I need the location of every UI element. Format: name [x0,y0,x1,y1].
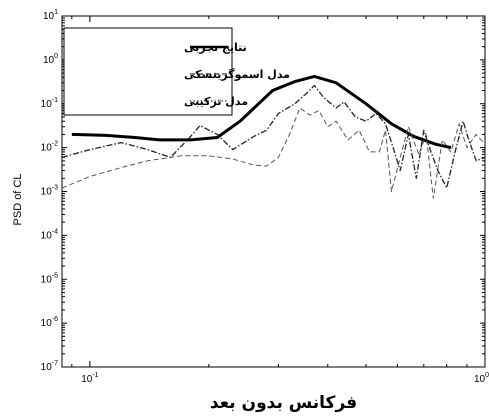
x-axis-ticks: 10-1 100 [71,16,489,385]
series-layer [61,74,486,199]
legend-label-0: نتایج تجربی [184,41,247,54]
y-axis-title: PSD of CL [12,174,24,226]
x-tick-label: 10-1 [81,372,98,385]
y-tick-label: 10-5 [41,272,58,285]
y-tick-label: 10-7 [41,360,58,373]
y-tick-label: 10-2 [41,141,58,154]
y-tick-label: 10-3 [41,185,58,198]
legend-label-2: مدل ترکیبی [184,95,248,108]
legend: نتایج تجربی مدل اسموگرینسکی مدل ترکیبی [63,27,290,116]
y-tick-label: 10-6 [41,316,58,329]
series-line-0 [71,74,452,150]
y-tick-label: 100 [43,53,58,66]
y-axis-ticks: 101 100 10-1 10-2 10-3 10-4 10-5 10-6 10-7 [41,9,485,373]
series-line-2 [61,84,486,189]
y-tick-label: 10-4 [41,228,58,241]
y-tick-label: 10-1 [41,97,58,110]
series-line-1 [61,107,486,199]
y-tick-label: 101 [43,9,58,22]
legend-label-1: مدل اسموگرینسکی [184,68,290,81]
x-axis-title: فرکانس بدون بعد [210,393,357,413]
x-tick-label: 100 [474,372,489,385]
